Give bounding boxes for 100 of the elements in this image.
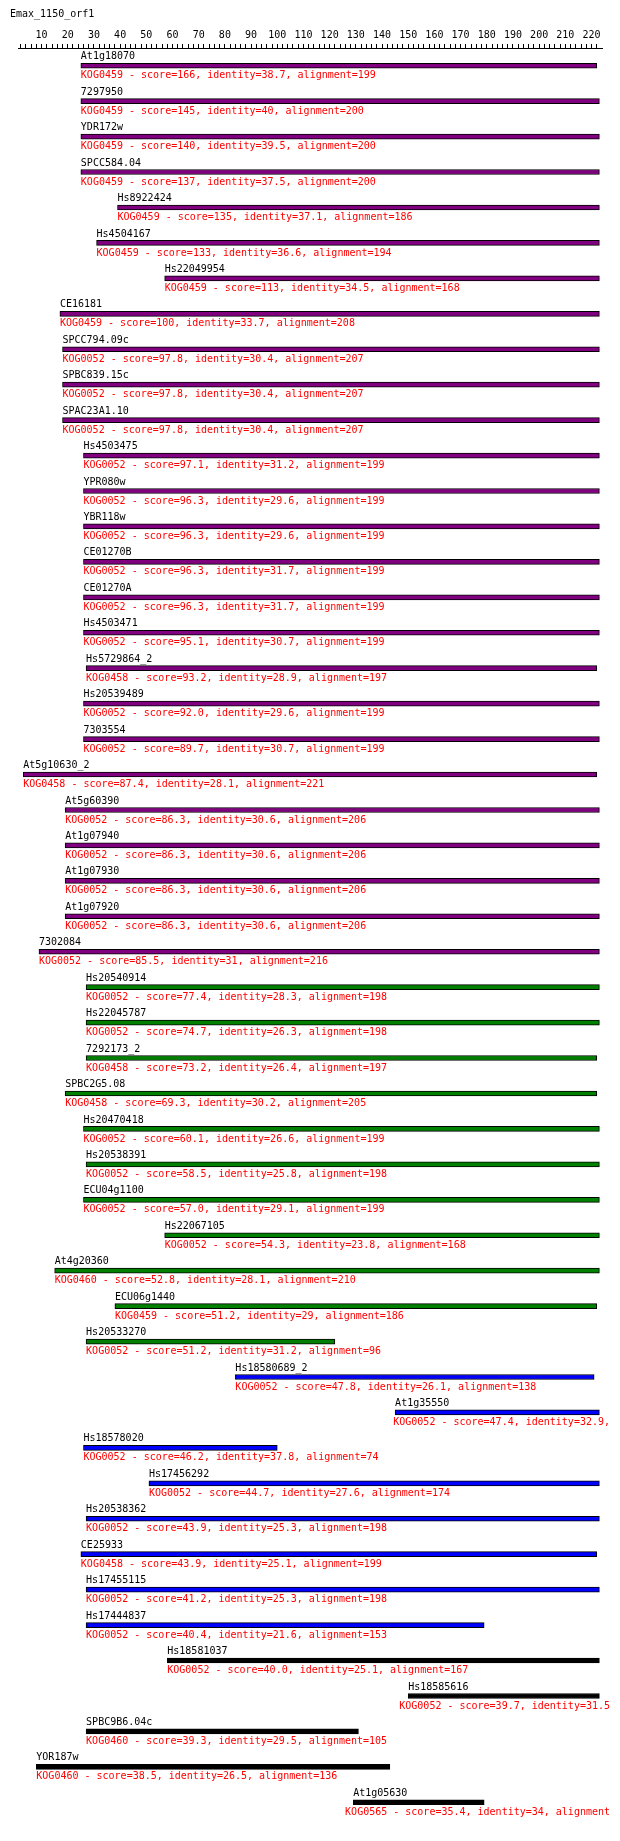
annotation: KOG0052 - score=97.8, identity=30.4, alignment=207 (62, 352, 364, 364)
annotation: KOG0052 - score=51.2, identity=31.2, alignment=96 (86, 1345, 382, 1357)
annotation: KOG0458 - score=73.2, identity=26.4, alignment=197 (86, 1061, 388, 1073)
y-tick-label: ECU04g1100 (83, 1184, 144, 1196)
annotation: KOG0052 - score=74.7, identity=26.3, alignment=198 (86, 1026, 388, 1038)
y-tick-label: Hs17455115 (86, 1574, 147, 1586)
bar (352, 1799, 485, 1806)
y-tick-label: Hs20470418 (83, 1113, 144, 1125)
annotation: KOG0052 - score=40.0, identity=25.1, alignment=167 (167, 1664, 469, 1676)
y-tick-label: YPR080w (83, 475, 127, 487)
y-tick-label: YDR172w (80, 121, 124, 133)
annotation: KOG0052 - score=85.5, identity=31, alignment=216 (38, 955, 328, 967)
y-tick-label: At5g60390 (65, 794, 120, 806)
annotation: KOG0459 - score=137, identity=37.5, alignment=200 (80, 175, 376, 187)
x-tick-label: 140 (372, 28, 392, 40)
annotation: KOG0459 - score=133, identity=36.6, alignment=194 (96, 246, 392, 258)
annotation: KOG0459 - score=166, identity=38.7, alignment=199 (80, 69, 376, 81)
y-tick-label: SPCC794.09c (62, 333, 129, 345)
annotation: KOG0052 - score=41.2, identity=25.3, alignment=198 (86, 1593, 388, 1605)
y-tick-label: SPCC584.04 (80, 156, 142, 168)
x-tick-label: 160 (425, 28, 444, 40)
annotation: KOG0052 - score=86.3, identity=30.6, alignment=206 (65, 884, 367, 896)
y-tick-label: ECU06g1440 (114, 1290, 176, 1302)
annotation: KOG0052 - score=58.5, identity=25.8, alignment=198 (86, 1167, 388, 1179)
y-tick-label: 7303554 (83, 723, 126, 735)
x-tick-label: 210 (556, 28, 575, 40)
y-tick-label: At1g18070 (80, 50, 136, 62)
annotation: KOG0052 - score=57.0, identity=29.1, alignment=199 (83, 1203, 385, 1215)
x-tick-label: 110 (294, 28, 313, 40)
annotation: KOG0458 - score=69.3, identity=30.2, alignment=205 (65, 1097, 367, 1109)
annotation: KOG0052 - score=95.1, identity=30.7, alignment=199 (83, 636, 385, 648)
annotation: KOG0460 - score=52.8, identity=28.1, alignment=210 (54, 1274, 356, 1286)
x-tick-label: 60 (166, 28, 179, 40)
x-tick-label: 80 (218, 28, 231, 40)
y-tick-label: 7302084 (38, 936, 82, 948)
x-tick-label: 190 (503, 28, 522, 40)
annotation: KOG0052 - score=96.3, identity=31.7, alignment=199 (83, 600, 385, 612)
x-tick-label: 120 (320, 28, 339, 40)
y-tick-label: SPBC9B6.04c (86, 1715, 153, 1727)
annotation: KOG0052 - score=96.3, identity=29.6, alignment=199 (83, 530, 385, 542)
annotation: KOG0460 - score=38.5, identity=26.5, alignment=136 (36, 1770, 338, 1782)
y-tick-label: Hs17444837 (86, 1609, 147, 1621)
bar (407, 1693, 600, 1699)
y-tick-label: Hs22049954 (164, 262, 225, 274)
annotation: KOG0459 - score=113, identity=34.5, alignment=168 (164, 281, 460, 293)
annotation: KOG0052 - score=92.0, identity=29.6, alignment=199 (83, 707, 385, 719)
y-tick-label: Hs5729864_2 (86, 652, 153, 665)
y-tick-label: At1g05630 (353, 1786, 408, 1798)
y-tick-label: Hs4503471 (83, 617, 138, 629)
annotation: KOG0052 - score=44.7, identity=27.6, alignment=174 (148, 1486, 450, 1498)
chart-title: Emax_1150_orf1 (10, 7, 95, 20)
x-tick-label: 170 (451, 28, 470, 40)
x-tick-label: 50 (140, 28, 153, 40)
y-tick-label: Hs4504167 (96, 227, 151, 239)
y-tick-label: Hs20538362 (86, 1503, 147, 1515)
y-tick-label: SPBC2G5.08 (65, 1078, 126, 1090)
annotation: KOG0052 - score=96.3, identity=31.7, alignment=199 (83, 565, 385, 577)
x-tick-label: 20 (61, 28, 74, 40)
y-tick-label: CE01270B (83, 546, 132, 558)
x-tick-label: 30 (87, 28, 100, 40)
y-tick-label: Hs20533270 (86, 1326, 147, 1338)
y-tick-label: Hs20538391 (86, 1148, 147, 1160)
y-tick-label: Hs20540914 (86, 971, 147, 983)
y-tick-label: At4g20360 (54, 1255, 109, 1267)
y-tick-label: At1g07930 (65, 865, 120, 877)
y-tick-label: SPAC23A1.10 (62, 404, 129, 416)
x-tick-label: 150 (399, 28, 418, 40)
y-tick-label: CE25933 (80, 1538, 124, 1550)
y-tick-label: Hs22045787 (86, 1007, 147, 1019)
annotation: KOG0052 - score=54.3, identity=23.8, alignment=168 (164, 1238, 466, 1250)
x-tick-label: 10 (35, 28, 48, 40)
annotation: KOG0052 - score=43.9, identity=25.3, alignment=198 (86, 1522, 388, 1534)
y-tick-label: Hs17456292 (148, 1467, 210, 1479)
annotation: KOG0052 - score=97.8, identity=30.4, alignment=207 (62, 388, 364, 400)
annotation: KOG0052 - score=47.8, identity=26.1, alignment=138 (235, 1380, 537, 1392)
annotation: KOG0052 - score=86.3, identity=30.6, alignment=206 (65, 848, 367, 860)
bar (36, 1764, 391, 1770)
x-tick-label: 70 (192, 28, 205, 40)
y-tick-label: SPBC839.15c (62, 369, 129, 381)
y-tick-label: Hs22067105 (164, 1219, 225, 1231)
y-tick-label: Hs18581037 (167, 1645, 228, 1657)
annotation: KOG0458 - score=93.2, identity=28.9, alignment=197 (86, 671, 388, 683)
y-tick-label: Hs18585616 (408, 1680, 469, 1692)
annotation: KOG0052 - score=97.1, identity=31.2, alignment=199 (83, 459, 385, 471)
y-tick-label: At1g07940 (65, 829, 120, 841)
annotation: KOG0052 - score=86.3, identity=30.6, alignment=206 (65, 919, 367, 931)
y-tick-label: 7292173_2 (86, 1042, 141, 1055)
annotation: KOG0052 - score=40.4, identity=21.6, alignment=153 (86, 1628, 388, 1640)
y-tick-label: Hs8922424 (117, 192, 172, 204)
y-tick-label: Hs20539489 (83, 688, 144, 700)
annotation: KOG0459 - score=145, identity=40, alignment=200 (80, 104, 364, 116)
annotation: KOG0052 - score=89.7, identity=30.7, alignment=199 (83, 742, 385, 754)
y-tick-label: 7297950 (80, 85, 124, 97)
y-tick-label: Hs18578020 (83, 1432, 144, 1444)
annotation: KOG0459 - score=51.2, identity=29, alignment=186 (114, 1309, 404, 1321)
annotation: KOG0459 - score=140, identity=39.5, alignment=200 (80, 140, 376, 152)
annotation: KOG0052 - score=47.4, identity=32.9, (393, 1416, 611, 1428)
annotation: KOG0458 - score=43.9, identity=25.1, alignment=199 (80, 1557, 382, 1569)
annotation: KOG0565 - score=35.4, identity=34, alignment (345, 1805, 610, 1817)
annotation: KOG0052 - score=97.8, identity=30.4, alignment=207 (62, 423, 364, 435)
